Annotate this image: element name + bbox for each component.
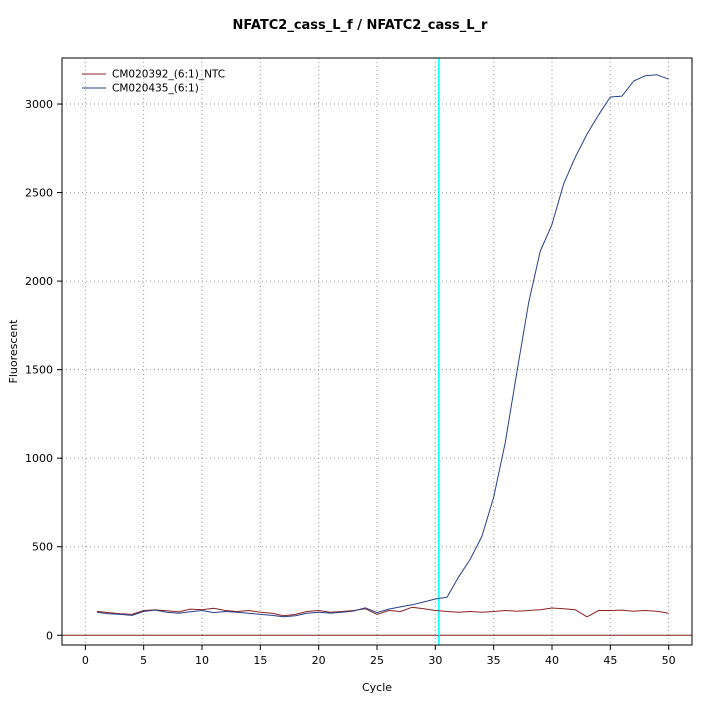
legend-label-0: CM020392_(6:1)_NTC xyxy=(112,69,225,81)
x-tick-label: 50 xyxy=(662,654,676,667)
x-axis-label: Cycle xyxy=(362,681,392,694)
y-tick-label: 0 xyxy=(46,629,53,642)
y-tick-label: 3000 xyxy=(25,98,53,111)
legend-label-1: CM020435_(6:1) xyxy=(112,83,199,95)
x-tick-label: 45 xyxy=(603,654,617,667)
x-tick-label: 10 xyxy=(195,654,209,667)
series-line-0 xyxy=(96,606,669,618)
x-tick-label: 5 xyxy=(140,654,147,667)
x-tick-label: 15 xyxy=(253,654,267,667)
y-tick-label: 2500 xyxy=(25,187,53,200)
x-tick-label: 0 xyxy=(82,654,89,667)
x-tick-label: 40 xyxy=(545,654,559,667)
y-tick-label: 1500 xyxy=(25,364,53,377)
x-tick-label: 20 xyxy=(312,654,326,667)
x-tick-label: 35 xyxy=(487,654,501,667)
series-line-1 xyxy=(96,74,669,618)
x-tick-label: 25 xyxy=(370,654,384,667)
x-tick-label: 30 xyxy=(428,654,442,667)
y-tick-label: 500 xyxy=(32,541,53,554)
y-tick-label: 1000 xyxy=(25,452,53,465)
chart-title: NFATC2_cass_L_f / NFATC2_cass_L_r xyxy=(232,18,488,33)
y-axis-label: Fluorescent xyxy=(7,319,20,384)
y-tick-label: 2000 xyxy=(25,275,53,288)
